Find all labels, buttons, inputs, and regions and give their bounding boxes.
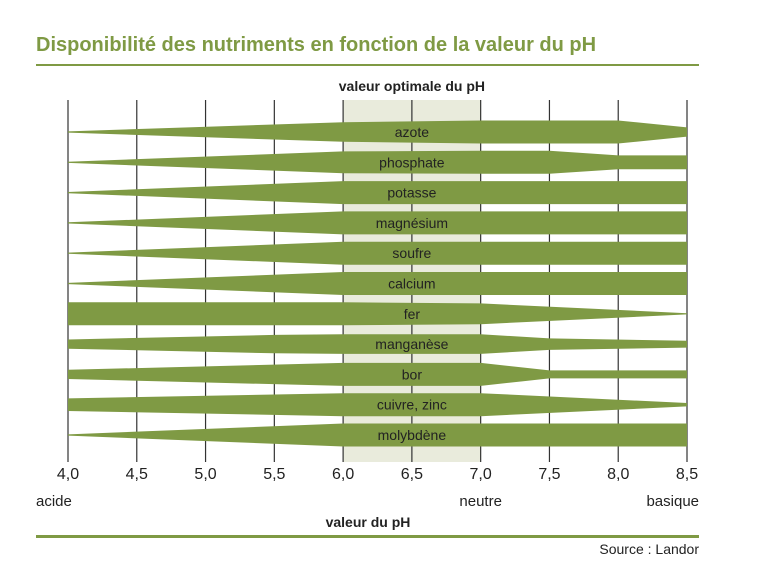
nutrient-label: potasse — [387, 185, 436, 201]
x-tick-label: 5,5 — [263, 466, 285, 483]
x-tick-label: 4,5 — [126, 466, 148, 483]
x-tick-label: 5,0 — [194, 466, 216, 483]
nutrient-label: cuivre, zinc — [377, 397, 447, 413]
nutrient-label: azote — [395, 124, 429, 140]
optimal-range-label: valeur optimale du pH — [339, 78, 485, 94]
nutrient-label: soufre — [392, 245, 431, 261]
nutrient-band — [68, 181, 687, 205]
nutrient-band — [68, 150, 687, 174]
nutrient-labels: azote phosphate potasse magnésium soufre calc… — [375, 124, 448, 443]
source-note: Source : Landor — [599, 541, 699, 557]
nutrient-band — [68, 362, 687, 386]
nutrient-label: fer — [404, 306, 421, 322]
x-tick-label: 4,0 — [57, 466, 79, 483]
x-tick-label: 8,0 — [607, 466, 629, 483]
scale-label: acide — [36, 493, 72, 510]
bottom-divider — [36, 535, 699, 538]
scale-label: neutre — [459, 493, 502, 510]
nutrient-band — [68, 393, 687, 417]
nutrient-label: calcium — [388, 276, 435, 292]
nutrient-label: manganèse — [375, 336, 448, 352]
chart-title: Disponibilité des nutriments en fonction… — [36, 34, 597, 56]
nutrient-label: phosphate — [379, 154, 445, 170]
x-tick-labels: 4,0 4,5 5,0 5,5 6,0 6,5 7,0 7,5 8,0 8,5 — [57, 466, 698, 483]
scale-label: basique — [646, 493, 699, 510]
x-axis-label: valeur du pH — [326, 514, 411, 530]
x-tick-label: 6,5 — [401, 466, 423, 483]
nutrient-band — [68, 334, 687, 354]
nutrient-bands — [68, 120, 687, 447]
nutrient-label: bor — [402, 366, 423, 382]
x-tick-label: 8,5 — [676, 466, 698, 483]
nutrient-band — [68, 120, 687, 144]
nutrient-band — [68, 302, 687, 326]
x-tick-label: 6,0 — [332, 466, 354, 483]
title-divider — [36, 64, 699, 66]
nutrient-label: molybdène — [378, 427, 447, 443]
nutrient-band — [68, 211, 687, 235]
ph-scale-labels: acide neutre basique — [36, 493, 699, 510]
nutrient-label: magnésium — [376, 215, 448, 231]
x-tick-label: 7,0 — [470, 466, 492, 483]
nutrient-band — [68, 272, 687, 295]
nutrient-band — [68, 423, 687, 447]
nutrient-band — [68, 241, 687, 265]
x-tick-label: 7,5 — [538, 466, 560, 483]
